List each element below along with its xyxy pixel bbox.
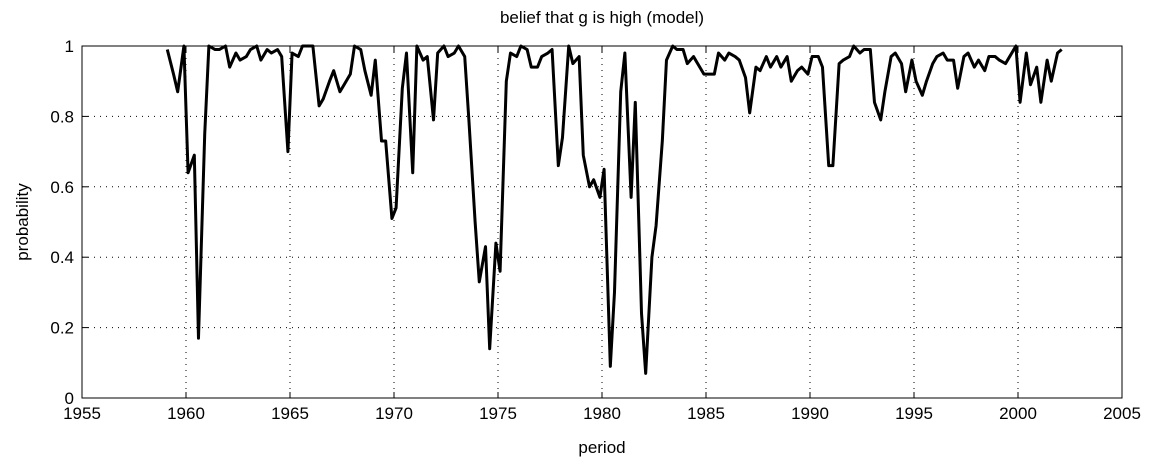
x-tick-label: 1995 bbox=[895, 404, 933, 423]
y-tick-label: 1 bbox=[65, 37, 74, 56]
y-tick-label: 0.6 bbox=[50, 178, 74, 197]
y-tick-label: 0.8 bbox=[50, 107, 74, 126]
x-tick-label: 2000 bbox=[999, 404, 1037, 423]
x-tick-label: 1960 bbox=[167, 404, 205, 423]
x-tick-label: 2005 bbox=[1103, 404, 1141, 423]
y-axis-label: probability bbox=[13, 183, 32, 261]
data-line bbox=[165, 44, 1063, 375]
x-tick-label: 1985 bbox=[687, 404, 725, 423]
x-tick-label: 1955 bbox=[63, 404, 101, 423]
x-tick-label: 1990 bbox=[791, 404, 829, 423]
x-tick-label: 1970 bbox=[375, 404, 413, 423]
y-tick-label: 0 bbox=[65, 389, 74, 408]
chart-title: belief that g is high (model) bbox=[500, 8, 704, 27]
x-tick-label: 1975 bbox=[479, 404, 517, 423]
plot-frame bbox=[81, 45, 1123, 399]
x-axis-label: period bbox=[578, 438, 625, 457]
x-tick-label: 1980 bbox=[583, 404, 621, 423]
y-tick-label: 0.4 bbox=[50, 248, 74, 267]
x-tick-label: 1965 bbox=[271, 404, 309, 423]
y-tick-label: 0.2 bbox=[50, 319, 74, 338]
